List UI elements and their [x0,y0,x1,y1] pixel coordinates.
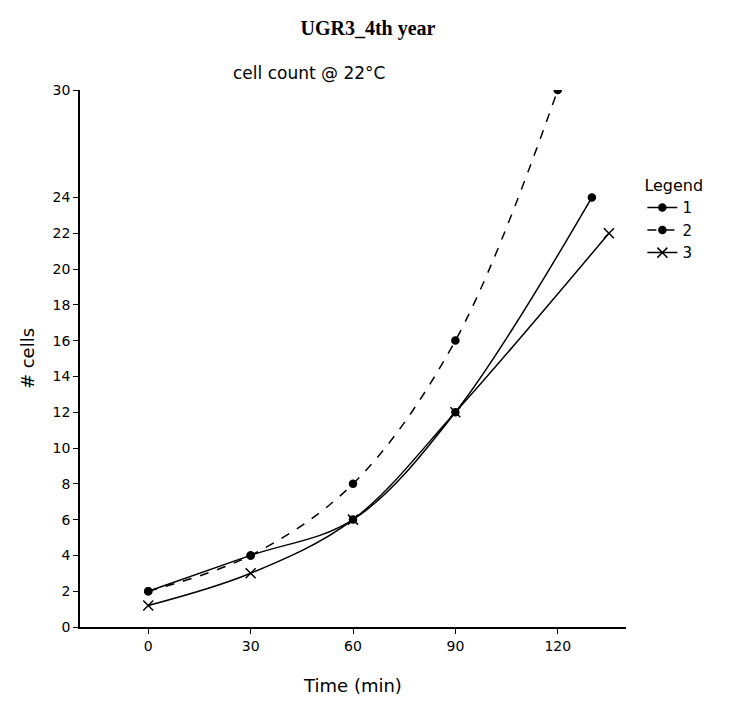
svg-text:90: 90 [446,638,464,654]
svg-text:14: 14 [53,368,71,384]
svg-text:2: 2 [682,222,692,240]
svg-text:120: 120 [544,638,571,654]
svg-text:6: 6 [62,511,71,527]
svg-text:24: 24 [53,189,71,205]
svg-text:UGR3_4th year: UGR3_4th year [301,17,436,40]
svg-text:18: 18 [53,297,71,313]
svg-text:10: 10 [53,440,71,456]
svg-text:30: 30 [242,638,260,654]
svg-text:0: 0 [144,638,153,654]
svg-text:12: 12 [53,404,71,420]
svg-text:4: 4 [62,547,71,563]
svg-text:3: 3 [682,244,692,262]
svg-text:20: 20 [53,261,71,277]
svg-text:8: 8 [62,476,71,492]
svg-text:1: 1 [682,199,692,217]
svg-text:0: 0 [62,619,71,635]
svg-text:60: 60 [344,638,362,654]
svg-text:16: 16 [53,333,71,349]
svg-text:Time (min): Time (min) [303,675,402,696]
svg-text:Legend: Legend [644,176,703,195]
svg-text:2: 2 [62,583,71,599]
svg-text:22: 22 [53,225,71,241]
svg-text:cell count @ 22°C: cell count @ 22°C [233,63,385,83]
svg-text:# cells: # cells [17,328,38,389]
svg-text:30: 30 [53,82,71,98]
